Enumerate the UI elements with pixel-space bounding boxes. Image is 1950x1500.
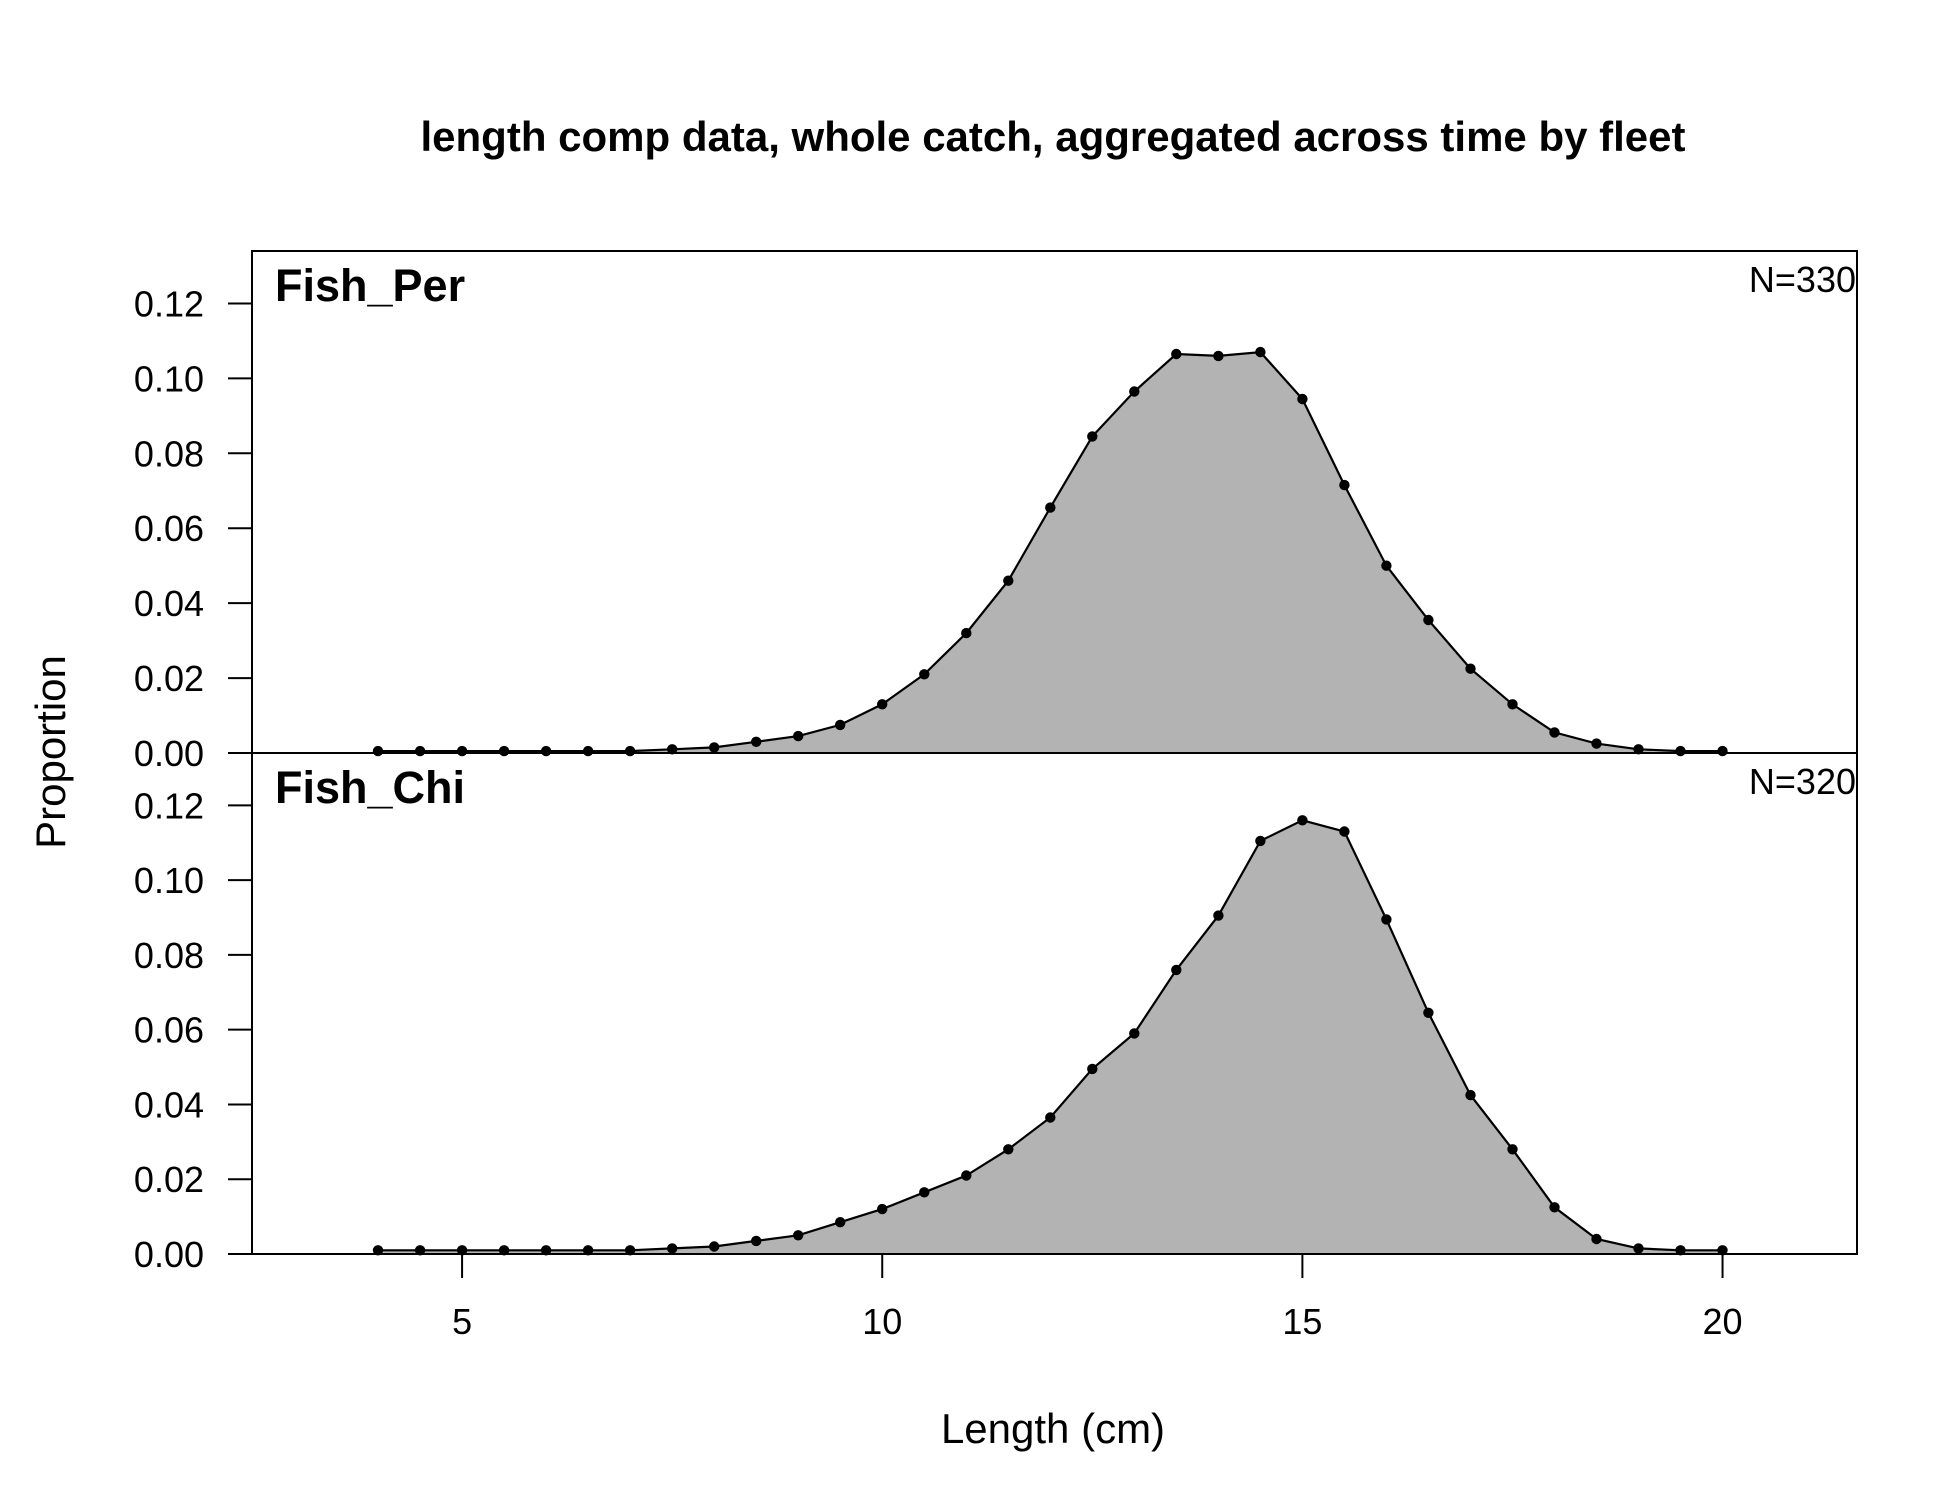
data-point xyxy=(919,669,930,680)
sample-size-label: N=320 xyxy=(1749,761,1856,802)
data-point xyxy=(793,730,804,742)
y-tick-label: 0.04 xyxy=(134,1084,204,1125)
x-tick-label: 5 xyxy=(452,1301,472,1342)
data-point xyxy=(1717,745,1728,757)
data-point xyxy=(1465,663,1476,674)
data-point xyxy=(961,1170,972,1181)
data-point xyxy=(582,1245,594,1256)
data-point xyxy=(835,719,846,731)
x-axis: 5 10 15 20 xyxy=(452,1254,1743,1342)
data-point xyxy=(1255,835,1266,847)
data-point xyxy=(1633,744,1644,755)
data-point xyxy=(1633,1243,1644,1254)
data-point xyxy=(1213,910,1224,921)
panel-label: Fish_Chi xyxy=(275,762,465,813)
data-point xyxy=(456,1245,468,1256)
panels: 0.00 0.02 0.04 0.06 0.08 0.10 0.12 Fish_Per N=33… xyxy=(134,250,1858,1275)
data-point xyxy=(498,745,510,757)
y-tick-label: 0.04 xyxy=(134,583,204,624)
y-tick-label: 0.00 xyxy=(134,733,204,774)
data-point xyxy=(540,1245,552,1256)
data-point xyxy=(498,1245,510,1256)
data-point xyxy=(751,736,762,747)
panel-fish-per: 0.00 0.02 0.04 0.06 0.08 0.10 0.12 Fish_Per N=33… xyxy=(134,250,1858,774)
y-tick-label: 0.08 xyxy=(134,433,204,474)
data-point xyxy=(877,699,888,710)
data-point xyxy=(1003,575,1014,586)
data-point xyxy=(372,745,384,757)
data-point xyxy=(793,1230,804,1241)
data-point xyxy=(582,745,594,757)
y-tick-label: 0.06 xyxy=(134,508,204,549)
data-point xyxy=(667,744,678,755)
data-point xyxy=(877,1203,888,1215)
data-point xyxy=(1675,745,1686,757)
panel-label: Fish_Per xyxy=(275,260,465,311)
data-point xyxy=(709,742,720,753)
data-point xyxy=(1297,815,1308,826)
sample-size-label: N=330 xyxy=(1749,259,1856,300)
data-point xyxy=(1171,348,1182,360)
data-point xyxy=(1465,1089,1476,1101)
data-point xyxy=(1423,1007,1434,1018)
data-point xyxy=(1717,1245,1728,1256)
data-point xyxy=(1339,826,1350,837)
data-point xyxy=(372,1245,384,1256)
data-point xyxy=(1213,350,1224,362)
x-tick-label: 20 xyxy=(1703,1301,1743,1342)
data-point xyxy=(667,1243,678,1254)
data-point xyxy=(1675,1245,1686,1256)
y-tick-label: 0.12 xyxy=(134,283,204,324)
data-point xyxy=(1129,1028,1140,1039)
y-tick-label: 0.08 xyxy=(134,935,204,976)
y-tick-label: 0.06 xyxy=(134,1010,204,1051)
y-tick-label: 0.10 xyxy=(134,358,204,399)
x-axis-label: Length (cm) xyxy=(941,1405,1165,1452)
data-point xyxy=(1129,386,1140,397)
data-point xyxy=(1507,699,1518,710)
y-tick-label: 0.02 xyxy=(134,658,204,699)
y-tick-label: 0.00 xyxy=(134,1234,204,1275)
data-point xyxy=(1045,502,1056,513)
y-axis-label: Proportion xyxy=(27,655,74,849)
x-tick-label: 10 xyxy=(862,1301,902,1342)
chart-title: length comp data, whole catch, aggregate… xyxy=(421,113,1686,160)
data-point xyxy=(624,745,636,757)
data-point xyxy=(624,1245,636,1256)
data-point xyxy=(1171,964,1182,976)
data-point xyxy=(1339,479,1350,491)
data-point xyxy=(751,1235,762,1247)
panel-frame xyxy=(251,752,1858,1255)
data-point xyxy=(709,1241,720,1252)
data-point xyxy=(414,1245,426,1256)
data-point xyxy=(961,627,972,639)
data-point xyxy=(1591,738,1602,749)
data-point xyxy=(414,745,426,757)
x-tick-label: 15 xyxy=(1282,1301,1322,1342)
y-tick-label: 0.10 xyxy=(134,860,204,901)
y-tick-label: 0.12 xyxy=(134,785,204,826)
panel-fish-chi: 0.00 0.02 0.04 0.06 0.08 0.10 0.12 Fish_Chi N=32… xyxy=(134,752,1858,1275)
data-point xyxy=(1381,914,1392,925)
data-point xyxy=(1087,431,1098,442)
data-point xyxy=(919,1187,930,1198)
data-point xyxy=(1591,1233,1602,1245)
data-point xyxy=(1507,1144,1518,1155)
y-tick-label: 0.02 xyxy=(134,1159,204,1200)
data-point xyxy=(1045,1112,1056,1123)
data-point xyxy=(1381,560,1392,571)
data-point xyxy=(1549,1202,1560,1213)
area-fill xyxy=(378,352,1723,753)
data-point xyxy=(1087,1063,1098,1075)
data-point xyxy=(1297,393,1308,405)
data-point xyxy=(540,745,552,757)
area-fill xyxy=(378,820,1723,1254)
data-point xyxy=(1003,1144,1014,1155)
data-point xyxy=(456,745,468,757)
data-point xyxy=(1255,346,1266,358)
data-point xyxy=(1423,614,1434,626)
data-point xyxy=(835,1217,846,1228)
data-point xyxy=(1549,727,1560,738)
